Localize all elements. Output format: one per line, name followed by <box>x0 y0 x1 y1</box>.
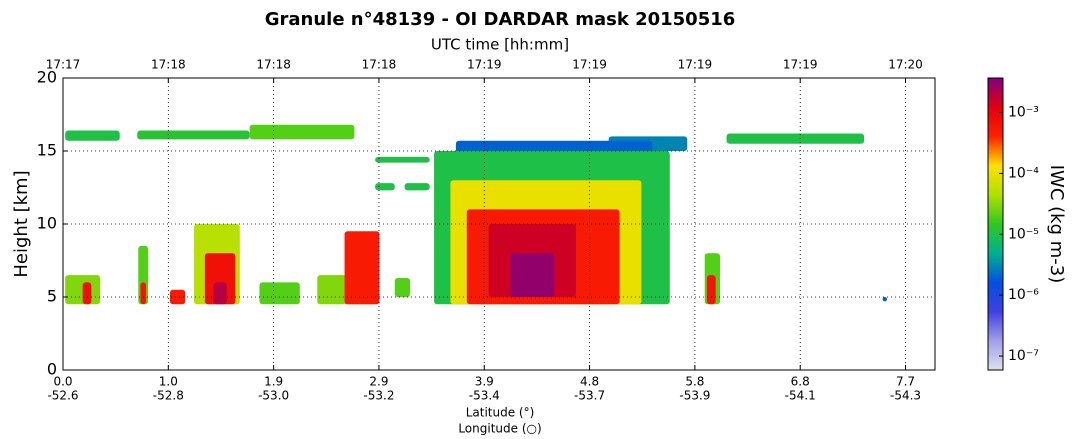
x-tick-label: 7.7 <box>896 375 915 389</box>
utc-label: 17:19 <box>783 58 818 72</box>
y-tick-label: 5 <box>47 287 57 306</box>
iwc-cell <box>249 124 355 140</box>
longitude-label: -54.3 <box>890 389 921 403</box>
utc-label: 17:18 <box>151 58 186 72</box>
x-axis-label: Latitude (°) <box>466 406 535 420</box>
y-tick-label: 15 <box>37 141 57 160</box>
x-tick-label: 6.8 <box>791 375 810 389</box>
x-tick-label: 2.9 <box>369 375 388 389</box>
iwc-cell <box>375 183 395 191</box>
iwc-cell <box>404 183 430 191</box>
longitude-label: -53.2 <box>363 389 394 403</box>
chart-title: Granule n°48139 - OI DARDAR mask 2015051… <box>265 9 736 30</box>
longitude-label: -54.1 <box>785 389 816 403</box>
y-tick-label: 10 <box>37 214 57 233</box>
iwc-cell <box>259 282 300 305</box>
iwc-cell <box>706 275 716 305</box>
colorbar-tick-label: 10⁻⁶ <box>1008 287 1039 303</box>
x-tick-label: 4.8 <box>580 375 599 389</box>
longitude-label: -52.6 <box>47 389 78 403</box>
iwc-cell <box>204 253 236 305</box>
longitude-label: -52.8 <box>153 389 184 403</box>
x-tick-label: 3.9 <box>475 375 494 389</box>
iwc-cell <box>137 130 250 140</box>
y-axis-label: Height [km] <box>11 170 32 277</box>
utc-label: 17:18 <box>256 58 291 72</box>
utc-label: 17:20 <box>888 58 923 72</box>
iwc-cell <box>213 282 227 305</box>
iwc-cell <box>82 282 92 305</box>
iwc-cell <box>344 231 380 305</box>
iwc-cell <box>882 297 887 302</box>
longitude-label: -53.4 <box>469 389 500 403</box>
colorbar-tick-label: 10⁻⁷ <box>1008 348 1039 364</box>
iwc-cell <box>510 253 555 297</box>
colorbar-label: IWC (kg m-3) <box>1046 165 1067 284</box>
utc-label: 17:19 <box>467 58 502 72</box>
y-tick-label: 20 <box>37 68 57 87</box>
iwc-cell <box>169 289 186 305</box>
x-tick-label: 0.0 <box>53 375 72 389</box>
colorbar-tick-label: 10⁻⁵ <box>1008 226 1039 242</box>
utc-label: 17:19 <box>572 58 607 72</box>
y-tick-label: 0 <box>47 360 57 379</box>
colorbar <box>987 77 1004 371</box>
longitude-label: -53.9 <box>679 389 710 403</box>
utc-label: 17:19 <box>678 58 713 72</box>
utc-label: 17:18 <box>362 58 397 72</box>
longitude-label: -53.0 <box>258 389 289 403</box>
iwc-cell <box>140 282 146 305</box>
iwc-cell <box>394 278 411 297</box>
x-tick-label: 5.8 <box>685 375 704 389</box>
utc-label: 17:17 <box>46 58 81 72</box>
x-tick-label: 1.9 <box>264 375 283 389</box>
iwc-cell <box>726 133 865 144</box>
x-axis-label-2: Longitude (○) <box>458 422 541 436</box>
longitude-label: -53.7 <box>574 389 605 403</box>
iwc-cell <box>375 156 430 163</box>
colorbar-tick-label: 10⁻³ <box>1008 105 1039 121</box>
colorbar-tick-label: 10⁻⁴ <box>1008 165 1039 181</box>
iwc-cell <box>65 130 120 141</box>
x-tick-label: 1.0 <box>159 375 178 389</box>
top-axis-label: UTC time [hh:mm] <box>431 36 569 54</box>
